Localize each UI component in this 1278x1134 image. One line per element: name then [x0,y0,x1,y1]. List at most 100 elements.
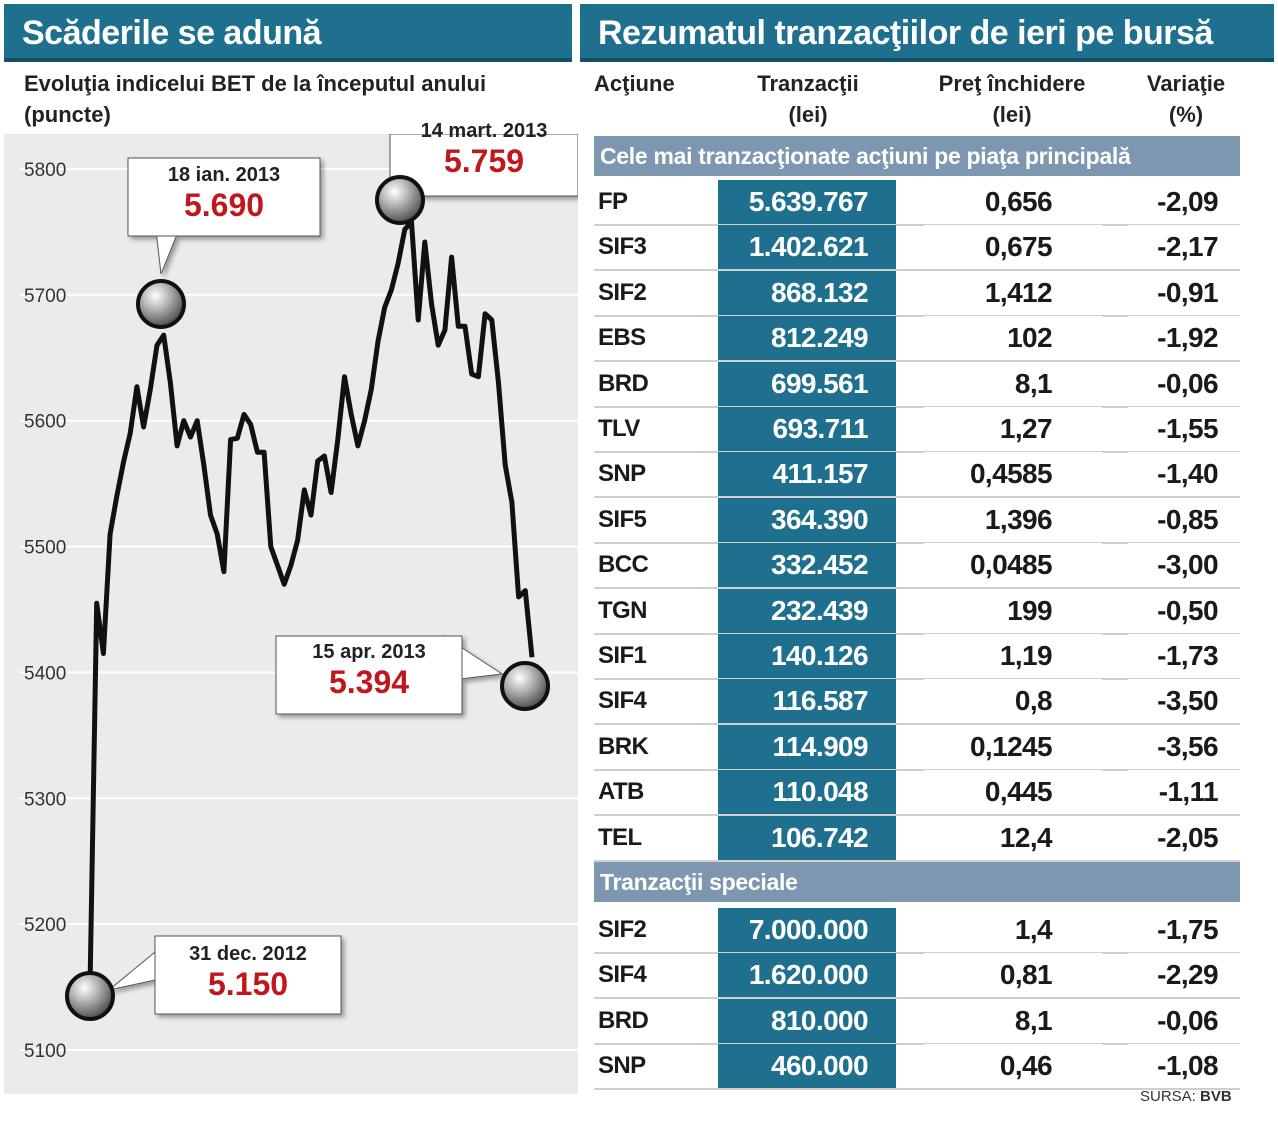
point-marker [500,661,550,711]
stock-symbol: EBS [598,324,646,351]
stock-symbol: SIF4 [598,687,647,714]
callout-value: 5.690 [183,187,265,223]
stock-symbol: ATB [598,778,644,805]
variatie-cell-bg [1128,816,1240,860]
variatie-value: -2,17 [1157,231,1218,262]
tranzactii-value: 693.711 [772,413,869,444]
variatie-cell-bg [1128,589,1240,633]
variatie-value: -1,55 [1157,413,1218,444]
chart-title: Evoluţia indicelui BET de la începutul a… [24,71,487,127]
pret-value: 0,445 [984,776,1053,807]
stock-symbol: SNP [598,1052,646,1079]
row-divider [594,1043,1240,1045]
pret-value: 0,656 [984,186,1053,217]
stock-symbol: SIF2 [598,916,647,943]
variatie-cell-bg [1128,679,1240,723]
row-divider [594,952,1240,954]
stock-symbol: TLV [598,415,640,442]
stock-symbol: BRK [598,733,649,760]
callout-date: 15 apr. 2013 [312,641,426,663]
pret-cell-bg [924,589,1102,633]
variatie-cell-bg [1128,225,1240,269]
row-divider [594,1088,1240,1090]
variatie-cell-bg [1128,362,1240,406]
pret-cell-bg [924,908,1102,952]
variatie-value: -1,11 [1158,776,1219,807]
row-divider [594,678,1240,680]
variatie-cell-bg [1128,543,1240,587]
variatie-cell-bg [1128,316,1240,360]
variatie-value: -1,08 [1157,1050,1218,1081]
y-tick-label: 5600 [24,412,66,433]
header-variatie: Variaţie (%) [1125,68,1247,130]
variatie-value: -1,92 [1157,322,1218,353]
tranzactii-value: 364.390 [770,504,869,535]
y-tick-label: 5100 [24,1041,66,1062]
pret-value: 0,46 [999,1050,1053,1081]
pret-cell-bg [924,634,1102,678]
pret-cell-bg [924,725,1102,769]
y-tick-label: 5700 [24,286,66,307]
tranzactii-cell-bg [718,679,896,723]
tranzactii-value: 1.402.621 [748,231,869,262]
stock-symbol: SIF4 [598,961,647,988]
pret-value: 1,4 [1014,914,1053,945]
header-tranzactii: Tranzacţii (lei) [718,68,898,130]
tranzactii-value: 114.909 [772,731,869,762]
pret-value: 1,27 [999,413,1053,444]
callout-jan: 18 ian. 2013 5.690 [128,164,320,224]
stock-symbol: SIF3 [598,233,647,260]
row-divider [594,269,1240,271]
pret-value: 8,1 [1014,1005,1053,1036]
header-pret: Preţ închidere (lei) [912,68,1112,130]
row-divider [594,496,1240,498]
tranzactii-cell-bg [718,180,896,224]
pret-cell-bg [924,679,1102,723]
pret-value: 0,1245 [969,731,1053,762]
stock-symbol: BRD [598,370,649,397]
tranzactii-value: 810.000 [770,1005,869,1036]
pret-cell-bg [924,452,1102,496]
variatie-value: -0,50 [1157,595,1218,626]
row-divider [594,997,1240,999]
variatie-value: -2,09 [1157,186,1218,217]
tranzactii-value: 232.439 [770,595,869,626]
header-pret-line1: Preţ închidere [938,71,1086,96]
variatie-value: -0,06 [1157,1005,1218,1036]
pret-cell-bg [924,498,1102,542]
stock-symbol: TGN [598,597,647,624]
pret-cell-bg [924,1044,1102,1088]
callout-value: 5.759 [443,143,525,179]
header-pret-line2: (lei) [992,102,1032,127]
callout-box [275,634,504,715]
series-line [87,219,535,988]
tranzactii-cell-bg [718,225,896,269]
tranzactii-value: 332.452 [770,549,869,580]
callout-value: 5.150 [207,966,289,1002]
section-header: Tranzacţii speciale [594,862,1240,902]
variatie-cell-bg [1128,634,1240,678]
bet-line-chart: 5800 5700 5600 5500 5400 5300 5200 5100 [20,134,578,1062]
tranzactii-value: 699.561 [770,368,869,399]
point-marker [65,971,115,1021]
pret-value: 102 [1007,322,1053,353]
variatie-value: -3,00 [1157,549,1218,580]
row-divider [594,633,1240,635]
callout-date: 18 ian. 2013 [167,164,281,186]
tranzactii-cell-bg [718,1044,896,1088]
variatie-value: -2,05 [1157,822,1218,853]
pret-cell-bg [924,362,1102,406]
pret-value: 199 [1007,595,1053,626]
right-title: Rezumatul tranzacţiilor de ieri pe bursă [580,4,1274,62]
row-divider [594,769,1240,771]
callout-box [127,157,321,275]
tranzactii-value: 116.587 [772,685,869,716]
header-variatie-line2: (%) [1168,102,1204,127]
tranzactii-value: 5.639.767 [748,186,869,217]
tranzactii-cell-bg [718,452,896,496]
variatie-cell-bg [1128,999,1240,1043]
pret-cell-bg [924,816,1102,860]
row-divider [594,315,1240,317]
chart-panel: 5800 5700 5600 5500 5400 5300 5200 5100 [4,134,578,1094]
header-variatie-line1: Variaţie [1146,71,1226,96]
